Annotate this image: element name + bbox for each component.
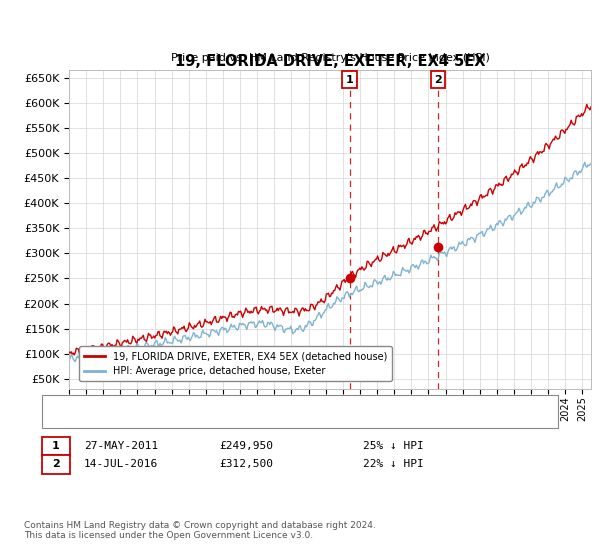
- Text: 25% ↓ HPI: 25% ↓ HPI: [363, 441, 424, 451]
- Text: Contains HM Land Registry data © Crown copyright and database right 2024.
This d: Contains HM Land Registry data © Crown c…: [24, 521, 376, 540]
- Text: 1: 1: [346, 74, 353, 85]
- Text: 19, FLORIDA DRIVE, EXETER, EX4 5EX (detached house): 19, FLORIDA DRIVE, EXETER, EX4 5EX (deta…: [87, 399, 379, 409]
- Legend: 19, FLORIDA DRIVE, EXETER, EX4 5EX (detached house), HPI: Average price, detache: 19, FLORIDA DRIVE, EXETER, EX4 5EX (deta…: [79, 346, 392, 381]
- Text: ——: ——: [54, 398, 82, 411]
- Text: £249,950: £249,950: [219, 441, 273, 451]
- Title: 19, FLORIDA DRIVE, EXETER, EX4 5EX: 19, FLORIDA DRIVE, EXETER, EX4 5EX: [175, 54, 485, 69]
- Text: 27-MAY-2011: 27-MAY-2011: [84, 441, 158, 451]
- Text: Price paid vs. HM Land Registry's House Price Index (HPI): Price paid vs. HM Land Registry's House …: [170, 53, 490, 63]
- Text: 2: 2: [52, 459, 59, 469]
- Text: 2: 2: [434, 74, 442, 85]
- Text: £312,500: £312,500: [219, 459, 273, 469]
- Text: 14-JUL-2016: 14-JUL-2016: [84, 459, 158, 469]
- Text: 1: 1: [52, 441, 59, 451]
- Text: ——: ——: [54, 410, 82, 424]
- Text: HPI: Average price, detached house, Exeter: HPI: Average price, detached house, Exet…: [87, 412, 313, 422]
- Text: 22% ↓ HPI: 22% ↓ HPI: [363, 459, 424, 469]
